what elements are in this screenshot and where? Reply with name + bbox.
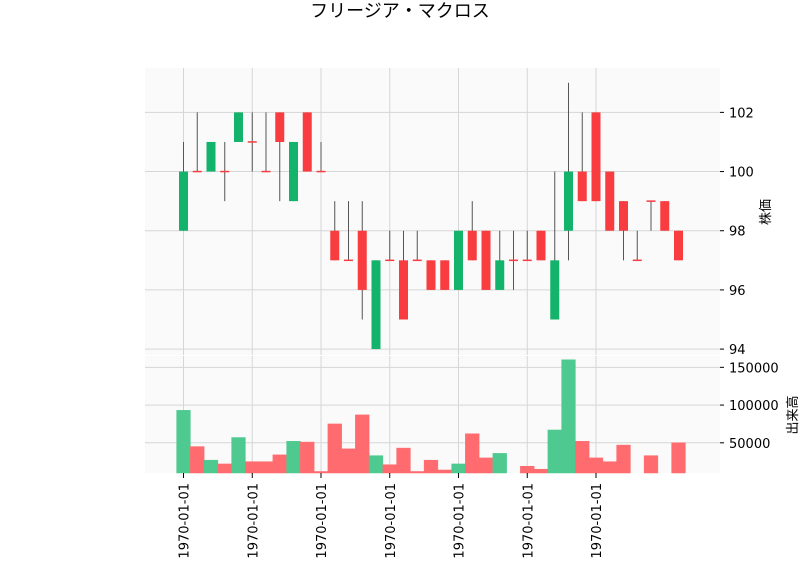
candle-body (495, 260, 505, 290)
candle-body (220, 170, 230, 173)
volume-bar (245, 461, 260, 474)
volume-bar (286, 441, 301, 474)
volume-bar (203, 459, 219, 474)
candle-body (591, 112, 601, 202)
volume-tick-label: 150000 (729, 361, 779, 376)
candle-body (632, 259, 642, 262)
price-y-axis: 94 96 98 100 102 (720, 106, 754, 358)
candle-body (302, 112, 312, 172)
volume-tick-label: 50000 (729, 437, 770, 452)
candle-body (674, 230, 683, 261)
candle-body (440, 260, 450, 290)
volume-y-axis: 50000 100000 150000 (720, 361, 779, 452)
volume-bar (258, 461, 274, 474)
candle-body (234, 112, 243, 142)
candle-body (247, 141, 257, 143)
volume-bar (217, 463, 232, 474)
volume-bar (520, 465, 535, 474)
price-tick-label: 100 (729, 166, 754, 181)
candle-body (316, 170, 326, 173)
price-tick-label: 98 (729, 225, 746, 240)
volume-bar (492, 453, 507, 474)
candle-body (522, 259, 532, 262)
candle-body (385, 259, 395, 262)
candle-body (261, 170, 271, 173)
candle-body (577, 171, 587, 202)
x-tick-label: 1970-01-01 (521, 483, 536, 559)
volume-bar (671, 442, 686, 474)
candle-body (412, 259, 422, 262)
candle-body (619, 201, 628, 231)
x-tick-label: 1970-01-01 (178, 483, 193, 559)
volume-bar (176, 410, 191, 474)
price-tick-label: 94 (729, 343, 746, 358)
candle-body (179, 171, 188, 231)
candle-body (646, 200, 656, 202)
volume-bar (561, 359, 576, 474)
volume-bar (643, 455, 659, 474)
candle-body (206, 141, 216, 172)
volume-bar (355, 414, 370, 474)
volume-tick-label: 100000 (729, 399, 779, 414)
candle-body (371, 260, 381, 350)
candle-body (330, 230, 340, 261)
price-tick-label: 96 (729, 284, 746, 299)
price-tick-label: 102 (729, 106, 754, 121)
volume-panel-background (145, 356, 720, 473)
x-tick-label: 1970-01-01 (384, 483, 399, 559)
price-axis-label: 株価 (759, 199, 774, 225)
candle-body (399, 260, 408, 320)
volume-bar (190, 446, 205, 474)
x-tick-label: 1970-01-01 (453, 483, 468, 559)
candles (179, 82, 683, 350)
volume-bar (451, 463, 466, 474)
volume-bar (272, 454, 287, 474)
candle-body (344, 259, 353, 262)
volume-bar (465, 433, 480, 474)
candle-body (289, 141, 298, 202)
price-panel-background (145, 68, 720, 355)
volume-bar (533, 468, 549, 474)
x-axis: 1970-01-01 1970-01-01 1970-01-01 1970-01-01… (178, 473, 605, 559)
volume-bar (341, 448, 356, 474)
chart-title: フリージア・マクロス (310, 1, 490, 22)
x-tick-label: 1970-01-01 (246, 483, 261, 559)
volume-bar (231, 437, 246, 474)
candle-body (275, 112, 285, 142)
candle-body (550, 260, 560, 320)
candle-body (467, 230, 477, 261)
candle-body (454, 230, 463, 290)
volume-bar (327, 423, 342, 474)
volume-bar (396, 447, 411, 474)
volume-bar (410, 471, 425, 474)
volume-bar (616, 444, 631, 474)
candle-body (426, 260, 436, 290)
candle-body (605, 171, 615, 231)
volume-bar (382, 464, 397, 474)
volume-axis-label: 出来高 (785, 395, 800, 434)
volume-bar (478, 457, 494, 474)
volume-bar (602, 461, 617, 474)
candle-body (357, 230, 367, 290)
volume-bar (423, 459, 439, 474)
volume-panel: 50000 100000 150000 出来高 (145, 356, 800, 474)
x-tick-label: 1970-01-01 (590, 483, 605, 559)
candle-body (564, 171, 573, 231)
volume-bars (176, 359, 686, 474)
volume-bar (313, 471, 329, 474)
candle-body (509, 259, 518, 262)
candle-body (192, 170, 202, 173)
candle-body (536, 230, 546, 261)
candle-body (660, 201, 670, 231)
volume-bar (368, 455, 384, 474)
volume-bar (575, 441, 590, 474)
price-panel: 94 96 98 100 102 株価 (145, 68, 774, 358)
volume-bar (588, 457, 604, 474)
volume-bar (547, 429, 562, 474)
x-tick-label: 1970-01-01 (315, 483, 330, 559)
candle-body (481, 230, 491, 290)
volume-bar (300, 441, 315, 474)
volume-bar (437, 469, 452, 474)
